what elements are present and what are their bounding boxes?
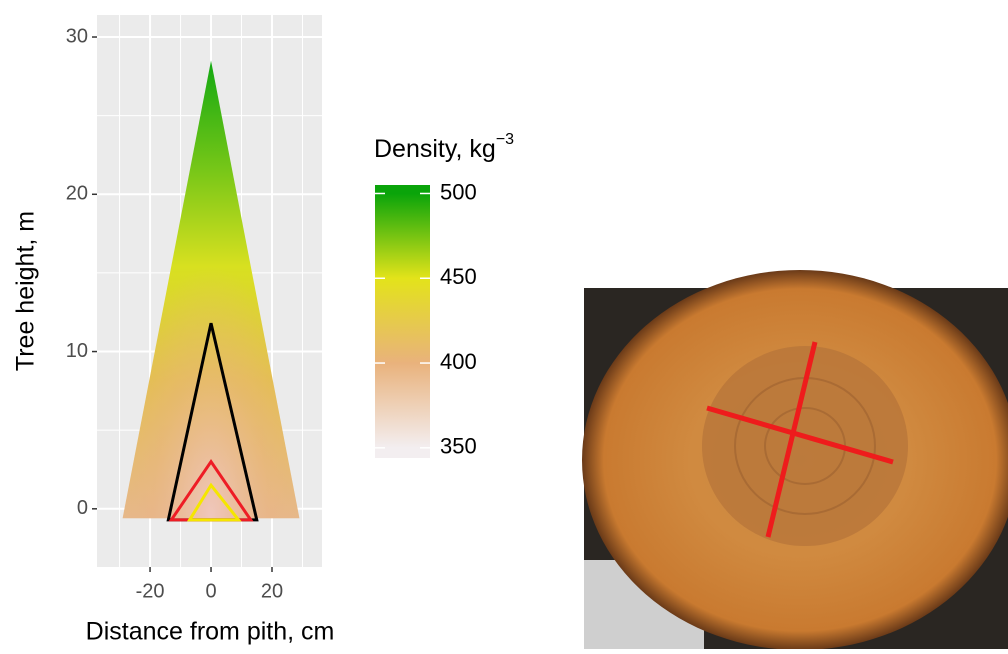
x-tick-label: -20 [136,580,165,602]
legend-tick-label: 400 [440,349,477,374]
marks [122,60,300,522]
legend-title-text: Density, kg [374,135,496,163]
red-line [706,405,894,465]
colorbar [375,185,430,458]
x-tick-label: 20 [261,580,283,602]
legend-title-sup: −3 [496,131,514,148]
legend: 350 400 450 500 [375,179,477,459]
y-tick-label: 0 [77,497,88,519]
photo [582,270,1008,650]
legend-title: Density, kg−3 [374,131,514,162]
legend-tick-label: 500 [440,179,477,204]
axes: -20 0 20 0 10 20 30 [66,25,283,602]
density-cone-core [122,60,300,519]
red-line [765,341,818,538]
y-axis-title: Tree height, m [12,211,40,371]
x-tick-label: 0 [205,580,216,602]
y-tick-label: 10 [66,340,88,362]
x-axis-title: Distance from pith, cm [86,618,335,646]
legend-tick-label: 350 [440,434,477,459]
triangle [186,482,242,522]
legend-tick-label: 450 [440,264,477,289]
y-tick-label: 30 [66,25,88,47]
y-tick-label: 20 [66,183,88,205]
heartwood [702,346,908,546]
